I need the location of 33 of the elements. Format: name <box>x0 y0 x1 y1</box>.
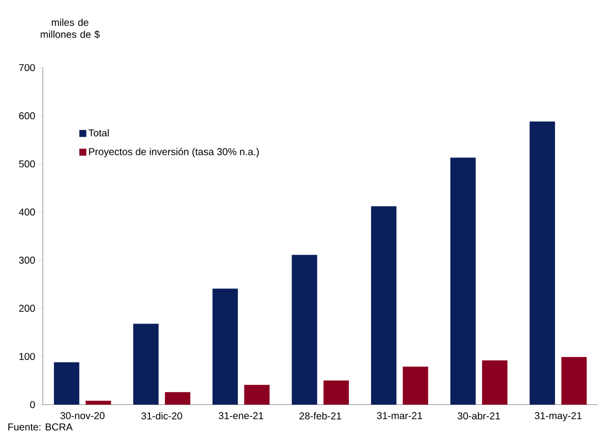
y-tick-label: 100 <box>19 352 35 360</box>
legend-label: Proyectos de inversión (tasa 30% n.a.) <box>89 148 259 158</box>
bar <box>212 288 238 405</box>
bar <box>164 392 190 405</box>
x-tick-label: 30-nov-20 <box>60 412 105 420</box>
bar <box>54 362 80 405</box>
bar <box>292 254 318 405</box>
x-tick-label: 31-may-21 <box>534 412 582 422</box>
x-tick-label: 30-abr-21 <box>458 412 500 420</box>
bar <box>244 384 270 405</box>
y-tick-label: 200 <box>19 304 35 312</box>
y-tick-label: 600 <box>19 112 35 120</box>
y-tick-label: 0 <box>30 401 35 408</box>
y-tick-label: 400 <box>18 208 35 216</box>
bar <box>530 122 556 405</box>
bar <box>561 356 587 405</box>
y-tick-label: 700 <box>19 64 35 72</box>
x-tick-label: 31-dic-20 <box>141 412 182 420</box>
legend-label: Total <box>88 129 109 136</box>
bar <box>133 324 159 405</box>
source-note: Fuente: BCRA <box>8 423 73 430</box>
bar <box>482 360 508 405</box>
bar <box>402 366 428 405</box>
x-tick-label: 28-feb-21 <box>299 412 342 420</box>
x-tick-label: 31-ene-21 <box>218 412 264 420</box>
bar <box>86 400 112 405</box>
y-tick-label: 300 <box>19 256 35 264</box>
x-tick-label: 31-mar-21 <box>377 412 422 420</box>
bar <box>450 158 476 405</box>
y-tick-label: 500 <box>19 160 35 168</box>
bar <box>323 380 349 405</box>
bar <box>371 206 396 405</box>
y-axis-title: miles de millones de $ <box>40 18 100 38</box>
